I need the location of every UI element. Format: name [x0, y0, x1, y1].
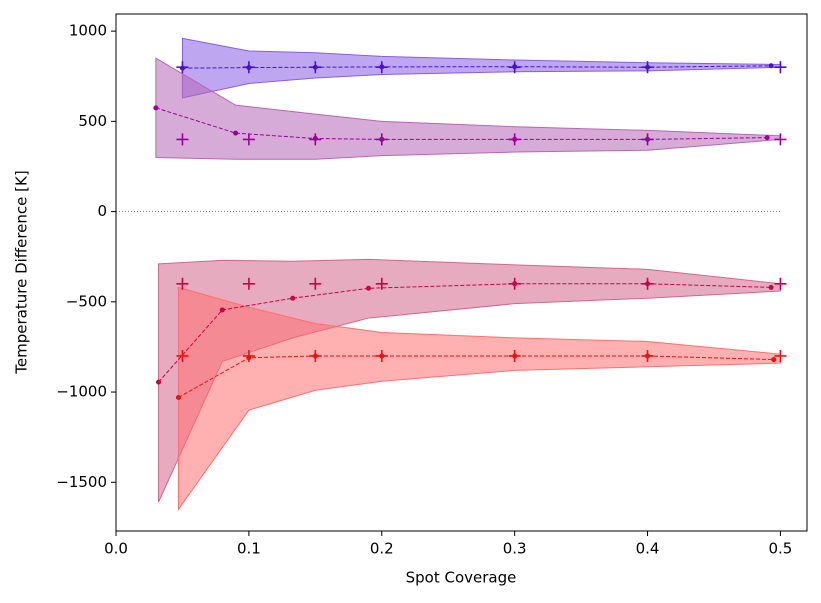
true-marker [176, 349, 189, 362]
true-marker [375, 61, 388, 74]
true-marker [774, 277, 787, 290]
x-tick-label: 0.0 [104, 540, 128, 558]
true-marker [375, 133, 388, 146]
point [365, 285, 371, 291]
y-tick-label: 0 [97, 202, 107, 220]
true-marker [508, 133, 521, 146]
y-tick-label: −500 [66, 292, 107, 310]
true-marker [309, 61, 322, 74]
true-marker [309, 349, 322, 362]
true-marker [508, 61, 521, 74]
true-marker [242, 133, 255, 146]
true-marker [375, 349, 388, 362]
x-axis-label: Spot Coverage [406, 569, 517, 587]
x-tick-label: 0.1 [237, 540, 261, 558]
y-tick-label: −1500 [56, 473, 107, 491]
true-marker [176, 133, 189, 146]
true-marker [242, 61, 255, 74]
x-tick-label: 0.5 [768, 540, 792, 558]
y-tick-label: 500 [78, 112, 107, 130]
x-tick-label: 0.3 [503, 540, 527, 558]
point [290, 295, 296, 301]
true-marker [508, 277, 521, 290]
y-axis-label: Temperature Difference [K] [13, 170, 31, 374]
plot-frame [115, 13, 808, 532]
point [175, 394, 181, 400]
x-tick-label: 0.4 [636, 540, 660, 558]
point [771, 357, 777, 363]
true-marker [309, 133, 322, 146]
band [177, 286, 781, 511]
point [153, 105, 159, 111]
true-marker [242, 349, 255, 362]
point [764, 135, 770, 141]
point [768, 63, 774, 69]
true-marker [176, 277, 189, 290]
point [233, 130, 239, 136]
true-marker [641, 349, 654, 362]
true-marker [508, 349, 521, 362]
point [768, 284, 774, 290]
point [219, 307, 225, 313]
true-marker [641, 61, 654, 74]
true-marker [774, 349, 787, 362]
point [156, 379, 162, 385]
true-marker [242, 277, 255, 290]
true-marker [309, 277, 322, 290]
x-tick-label: 0.2 [370, 540, 394, 558]
true-marker [176, 61, 189, 74]
true-marker [375, 277, 388, 290]
y-tick-label: −1000 [56, 383, 107, 401]
y-tick-label: 1000 [69, 22, 107, 40]
band [181, 37, 781, 99]
true-marker [641, 133, 654, 146]
true-marker [774, 61, 787, 74]
true-marker [774, 133, 787, 146]
true-marker [641, 277, 654, 290]
